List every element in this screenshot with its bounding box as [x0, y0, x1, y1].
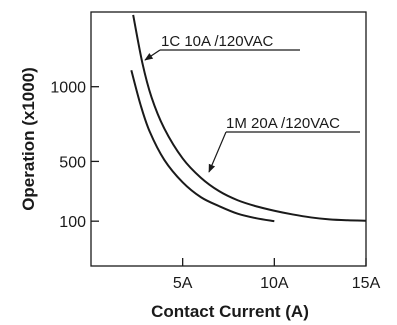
series-label-1m-leader — [208, 131, 227, 173]
x-axis-ticks: 5A 10A 15A — [173, 258, 381, 292]
series-label-1c-leader — [144, 49, 161, 61]
plot-area-frame — [90, 11, 367, 267]
y-tick-label: 500 — [59, 154, 86, 171]
x-tick-label: 10A — [260, 275, 289, 292]
y-axis-ticks: 1000 500 100 — [50, 80, 99, 231]
y-tick-label: 100 — [59, 214, 86, 231]
series-label-1c: 1C 10A /120VAC — [161, 33, 273, 50]
series-line-1 — [132, 14, 367, 222]
x-axis-title: Contact Current (A) — [151, 302, 309, 321]
x-tick-label: 5A — [173, 275, 193, 292]
y-tick-label: 1000 — [50, 80, 86, 97]
annotations: 1C 10A /120VAC 1M 20A /120VAC — [144, 33, 360, 173]
series-lines — [130, 14, 367, 223]
y-axis-title: Operation (x1000) — [19, 67, 38, 211]
x-tick-label: 15A — [352, 275, 381, 292]
series-label-1m: 1M 20A /120VAC — [226, 115, 340, 132]
series-line-2 — [130, 70, 275, 223]
